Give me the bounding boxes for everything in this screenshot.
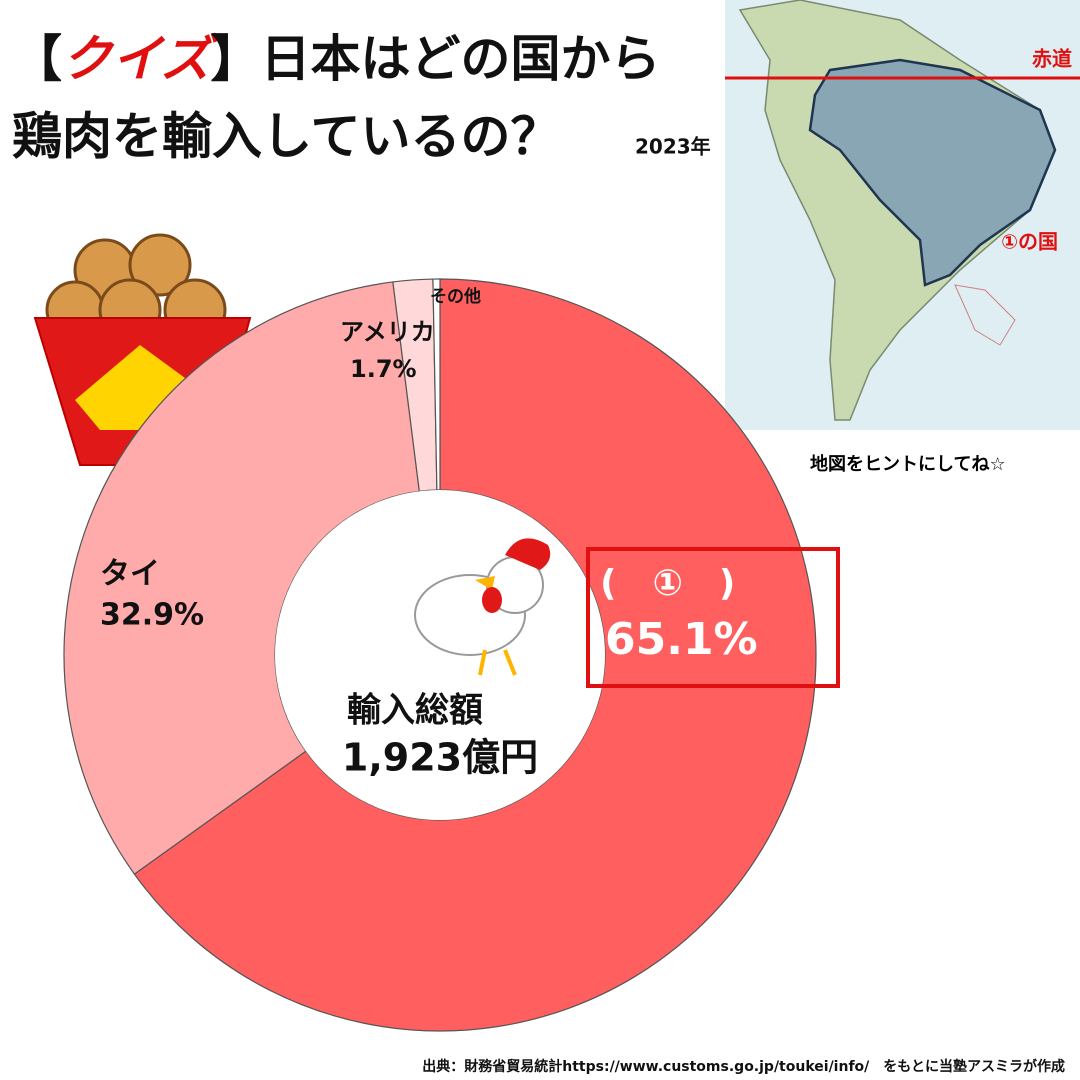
pie [63, 278, 817, 1032]
slice-label: ( ① ) [600, 563, 735, 604]
highlight-box [586, 547, 840, 688]
slice-label: タイ [100, 557, 160, 592]
source: 出典：財務省貿易統計https://www.customs.go.jp/touk… [422, 1058, 1065, 1075]
year: 2023年 [635, 135, 711, 159]
chart-title-line2: 鶏肉を輸入しているの？ [12, 108, 561, 166]
center-label: 輸入総額 [347, 691, 483, 731]
value-label: 65.1% [605, 614, 758, 665]
title-open: 【 [12, 30, 62, 88]
equator-label: 赤道 [1032, 47, 1072, 71]
slice-label: その他 [430, 286, 481, 307]
center-total: 1,923億円 [342, 736, 538, 780]
country-label: ①の国 [1001, 230, 1058, 254]
title-rest: 】日本はどの国から [211, 30, 661, 88]
map [725, 0, 1080, 430]
map-hint: 地図をヒントにしてね☆ [810, 453, 1006, 475]
value-label: 32.9% [100, 598, 204, 633]
title-highlight: クイズ [62, 30, 218, 88]
value-label: 1.7% [350, 355, 417, 383]
slice-label: アメリカ [340, 318, 435, 346]
chart-title: 【クイズ】日本はどの国から [12, 30, 661, 88]
rooster [414, 538, 551, 676]
